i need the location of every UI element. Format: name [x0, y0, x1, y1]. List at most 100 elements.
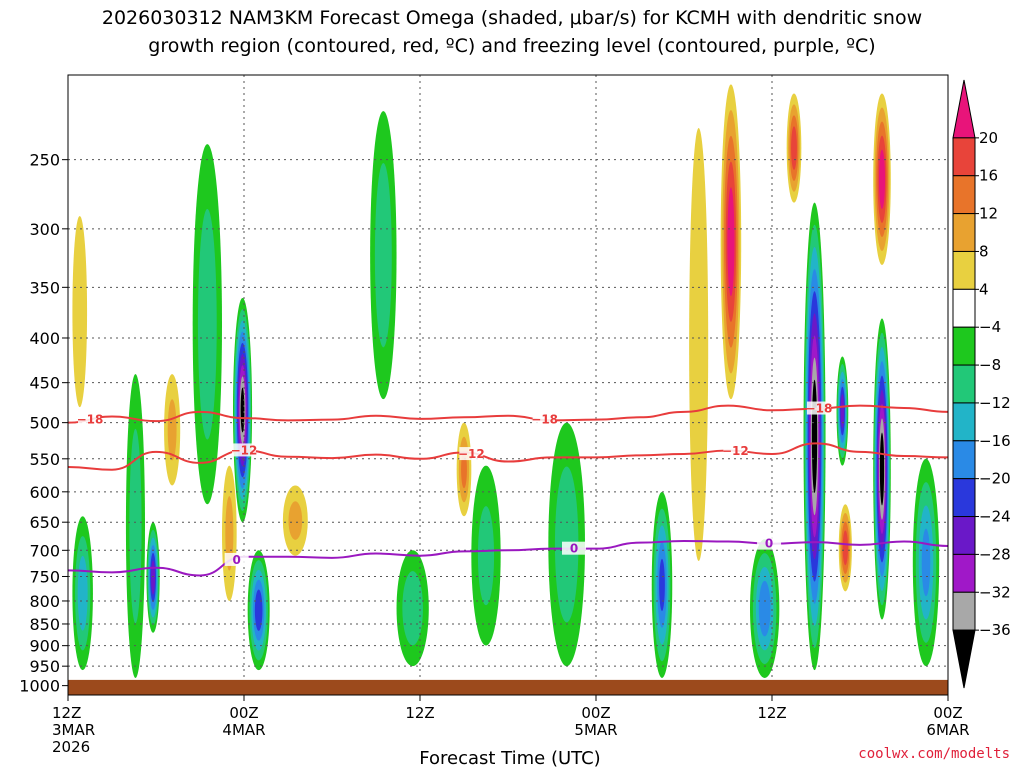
- omega-feature: [233, 298, 253, 523]
- omega-feature: [803, 202, 826, 671]
- omega-band: [225, 496, 234, 571]
- contour-label-bg: [532, 412, 557, 426]
- y-tick-label: 350: [29, 278, 60, 297]
- colorbar-label: −32: [979, 583, 1011, 601]
- contour-label: −12: [458, 447, 485, 461]
- omega-band: [811, 379, 818, 493]
- colorbar-swatch: [952, 213, 976, 252]
- omega-feature: [786, 93, 802, 203]
- omega-band: [842, 530, 848, 566]
- x-tick-label: 00Z: [229, 704, 258, 722]
- contours: −18 −18 −18 −12 −12 −12 0 0 0: [68, 401, 948, 577]
- x-tick-label: 00Z: [933, 704, 962, 722]
- colorbar-swatch: [952, 516, 976, 555]
- omega-feature: [125, 374, 145, 678]
- omega-band: [477, 506, 495, 606]
- colorbar-swatch: [952, 478, 976, 518]
- y-tick-label: 850: [29, 615, 60, 634]
- omega-feature: [146, 522, 160, 633]
- omega-feature: [222, 465, 237, 601]
- colorbar-swatch: [952, 440, 976, 480]
- y-tick-label: 700: [29, 541, 60, 560]
- credit-text: coolwx.com/modelts: [858, 746, 1010, 762]
- omega-feature: [720, 84, 742, 400]
- y-tick-label: 600: [29, 483, 60, 502]
- contour-label: −12: [722, 444, 749, 458]
- contour-label-bg: [224, 552, 249, 566]
- colorbar-label: 4: [979, 280, 989, 298]
- colorbar-label: −24: [979, 508, 1011, 526]
- omega-band: [878, 149, 886, 209]
- omega-band: [129, 428, 142, 624]
- contour-label-bg: [723, 444, 748, 458]
- ground-surface: [68, 679, 948, 695]
- plot-area: −18 −18 −18 −12 −12 −12 0 0 0: [67, 74, 949, 696]
- contour-label: −18: [77, 413, 104, 427]
- omega-shading: [72, 84, 940, 678]
- contour-label: −18: [531, 413, 558, 427]
- x-axis-title: Forecast Time (UTC): [419, 748, 600, 768]
- colorbar-label: 16: [979, 167, 998, 185]
- omega-feature: [396, 550, 429, 667]
- omega-band: [374, 163, 392, 348]
- omega-feature: [72, 516, 93, 671]
- contour-label: −18: [806, 402, 833, 416]
- y-tick-label: 1000: [19, 677, 60, 696]
- colorbar-label: 8: [979, 242, 989, 260]
- omega-band: [879, 432, 885, 506]
- colorbar-label: −36: [979, 621, 1011, 639]
- colorbar-label: −20: [979, 470, 1011, 488]
- x-tick-label: 12Z: [52, 704, 81, 722]
- omega-band: [689, 128, 709, 561]
- omega-band: [254, 589, 263, 631]
- colorbar-label: −28: [979, 545, 1011, 563]
- x-tick-label: 3MAR: [52, 721, 95, 739]
- colorbar-swatch: [952, 591, 976, 631]
- omega-band: [461, 450, 467, 489]
- colorbar-label: −8: [979, 356, 1001, 374]
- omega-feature: [651, 491, 673, 678]
- omega-band: [288, 501, 303, 540]
- omega-feature: [72, 215, 88, 408]
- y-tick-label: 900: [29, 637, 60, 656]
- contour-label-bg: [562, 541, 586, 555]
- colorbar-swatch: [952, 326, 976, 366]
- colorbar-label: −16: [979, 432, 1011, 450]
- title-line-2: growth region (contoured, red, ºC) and f…: [148, 35, 875, 57]
- contour-line: [68, 442, 948, 471]
- y-tick-label: 450: [29, 374, 60, 393]
- omega-feature: [282, 485, 308, 556]
- y-tick-label: 950: [29, 657, 60, 676]
- omega-feature: [838, 504, 852, 592]
- omega-feature: [873, 93, 891, 265]
- omega-feature: [471, 465, 501, 646]
- omega-feature: [873, 318, 891, 620]
- omega-band: [197, 208, 217, 440]
- colorbar-label: −12: [979, 394, 1011, 412]
- y-tick-label: 250: [29, 151, 60, 170]
- y-tick-label: 550: [29, 450, 60, 469]
- omega-band: [240, 387, 245, 433]
- colorbar: 20 16 12 8 4 −4 −8 −12 −16 −20 −24 −28 −32 −36: [952, 79, 1011, 689]
- contour-label: 0: [765, 537, 773, 551]
- omega-feature: [164, 374, 181, 486]
- contour-label-bg: [232, 443, 256, 457]
- contour-label-bg: [459, 447, 484, 461]
- omega-feature: [689, 128, 709, 561]
- y-tick-label: 650: [29, 513, 60, 532]
- colorbar-swatch: [952, 288, 976, 328]
- contour-label: −12: [231, 443, 258, 457]
- omega-band: [72, 215, 88, 408]
- x-tick-label: 2026: [52, 738, 90, 756]
- omega-feature: [247, 550, 270, 671]
- y-axis: 250 300 350 400 450 500 550 600 650 700 750 800 850 9…: [19, 151, 68, 696]
- omega-band: [77, 555, 88, 631]
- omega-band: [151, 560, 156, 595]
- title-line-1: 2026030312 NAM3KM Forecast Omega (shaded…: [102, 7, 922, 29]
- omega-band: [840, 394, 845, 428]
- plot-frame: [67, 74, 949, 696]
- x-tick-label: 4MAR: [222, 721, 265, 739]
- colorbar-swatch: [952, 250, 976, 290]
